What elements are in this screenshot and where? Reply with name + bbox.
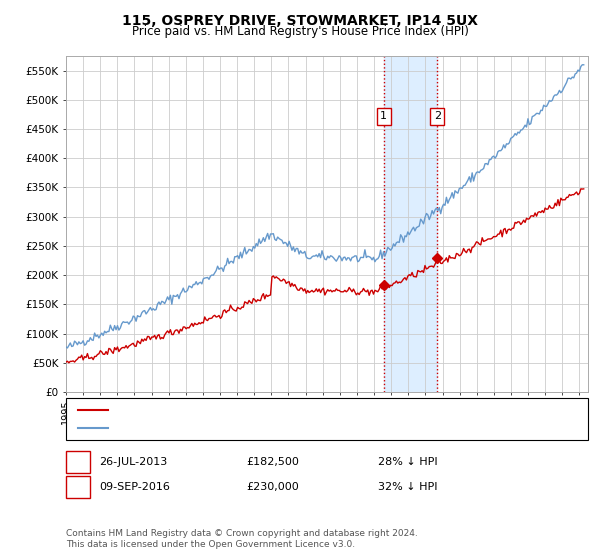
- Text: 1: 1: [74, 455, 82, 469]
- Text: Contains HM Land Registry data © Crown copyright and database right 2024.
This d: Contains HM Land Registry data © Crown c…: [66, 529, 418, 549]
- Text: 1: 1: [380, 111, 388, 122]
- Text: £230,000: £230,000: [246, 482, 299, 492]
- Text: £182,500: £182,500: [246, 457, 299, 467]
- Text: 09-SEP-2016: 09-SEP-2016: [99, 482, 170, 492]
- Text: 28% ↓ HPI: 28% ↓ HPI: [378, 457, 437, 467]
- Text: Price paid vs. HM Land Registry's House Price Index (HPI): Price paid vs. HM Land Registry's House …: [131, 25, 469, 38]
- Text: 115, OSPREY DRIVE, STOWMARKET, IP14 5UX (detached house): 115, OSPREY DRIVE, STOWMARKET, IP14 5UX …: [117, 405, 449, 415]
- Text: 2: 2: [74, 480, 82, 494]
- Text: 32% ↓ HPI: 32% ↓ HPI: [378, 482, 437, 492]
- Text: HPI: Average price, detached house, Mid Suffolk: HPI: Average price, detached house, Mid …: [117, 423, 368, 433]
- Text: 115, OSPREY DRIVE, STOWMARKET, IP14 5UX: 115, OSPREY DRIVE, STOWMARKET, IP14 5UX: [122, 14, 478, 28]
- Text: 2: 2: [434, 111, 441, 122]
- Text: 26-JUL-2013: 26-JUL-2013: [99, 457, 167, 467]
- Bar: [384, 56, 437, 392]
